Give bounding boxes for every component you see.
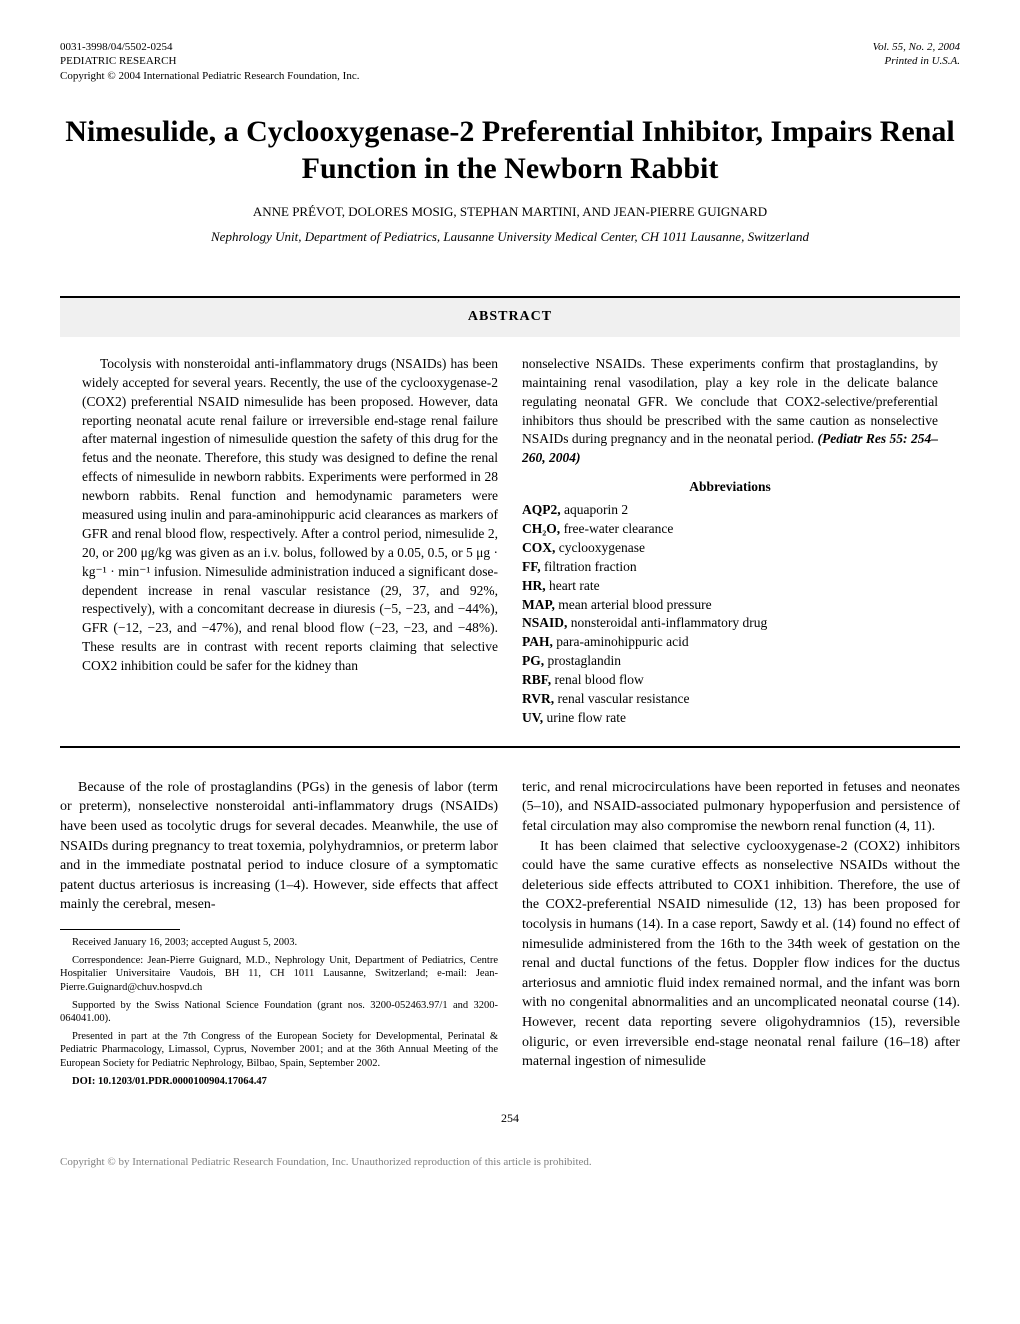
abstract-right-col: nonselective NSAIDs. These experiments c… (522, 355, 938, 728)
abbreviation-item: PG, prostaglandin (522, 652, 938, 671)
running-header: 0031-3998/04/5502-0254 PEDIATRIC RESEARC… (60, 40, 960, 83)
footnote-correspondence: Correspondence: Jean-Pierre Guignard, M.… (60, 954, 498, 995)
abbreviation-item: FF, filtration fraction (522, 558, 938, 577)
body-columns: Because of the role of prostaglandins (P… (60, 778, 960, 1093)
abbreviation-item: CH₂O, free-water clearance (522, 520, 938, 539)
abbreviation-item: RBF, renal blood flow (522, 671, 938, 690)
abbreviation-item: RVR, renal vascular resistance (522, 690, 938, 709)
abbreviation-item: COX, cyclooxygenase (522, 539, 938, 558)
abstract-left-col: Tocolysis with nonsteroidal anti-inflamm… (82, 355, 498, 728)
abbreviation-item: UV, urine flow rate (522, 709, 938, 728)
abbreviation-item: HR, heart rate (522, 577, 938, 596)
abbreviations-list: AQP2, aquaporin 2CH₂O, free-water cleara… (522, 501, 938, 728)
header-left: 0031-3998/04/5502-0254 PEDIATRIC RESEARC… (60, 40, 359, 83)
abstract-box: ABSTRACT Tocolysis with nonsteroidal ant… (60, 296, 960, 748)
affiliation: Nephrology Unit, Department of Pediatric… (60, 228, 960, 246)
abstract-left-text: Tocolysis with nonsteroidal anti-inflamm… (82, 355, 498, 676)
header-right: Vol. 55, No. 2, 2004 Printed in U.S.A. (873, 40, 960, 83)
abstract-heading: ABSTRACT (60, 298, 960, 337)
page-number: 254 (60, 1110, 960, 1126)
footnote-supported: Supported by the Swiss National Science … (60, 999, 498, 1026)
journal-name: PEDIATRIC RESEARCH (60, 54, 359, 68)
footnote-presented: Presented in part at the 7th Congress of… (60, 1030, 498, 1071)
footnote-rule (60, 929, 180, 930)
right-column: teric, and renal microcirculations have … (522, 778, 960, 1093)
footnote-doi: DOI: 10.1203/01.PDR.0000100904.17064.47 (60, 1075, 498, 1089)
footnote-received: Received January 16, 2003; accepted Augu… (60, 936, 498, 950)
footer-copyright: Copyright © by International Pediatric R… (60, 1155, 960, 1170)
header-copyright: Copyright © 2004 International Pediatric… (60, 69, 359, 83)
body-left-p1: Because of the role of prostaglandins (P… (60, 778, 498, 915)
footnotes: Received January 16, 2003; accepted Augu… (60, 936, 498, 1088)
abbreviation-item: NSAID, nonsteroidal anti-inflammatory dr… (522, 614, 938, 633)
left-column: Because of the role of prostaglandins (P… (60, 778, 498, 1093)
abbreviation-item: PAH, para-aminohippuric acid (522, 633, 938, 652)
article-title: Nimesulide, a Cyclooxygenase-2 Preferent… (60, 113, 960, 188)
abbreviations-heading: Abbreviations (522, 478, 938, 497)
abbreviation-item: AQP2, aquaporin 2 (522, 501, 938, 520)
abbreviation-item: MAP, mean arterial blood pressure (522, 596, 938, 615)
author-list: ANNE PRÉVOT, DOLORES MOSIG, STEPHAN MART… (60, 203, 960, 221)
abstract-body: Tocolysis with nonsteroidal anti-inflamm… (60, 337, 960, 746)
volume-issue: Vol. 55, No. 2, 2004 (873, 40, 960, 54)
body-right-p1: teric, and renal microcirculations have … (522, 778, 960, 837)
printed-in: Printed in U.S.A. (873, 54, 960, 68)
body-right-p2: It has been claimed that selective cyclo… (522, 837, 960, 1072)
issn: 0031-3998/04/5502-0254 (60, 40, 359, 54)
